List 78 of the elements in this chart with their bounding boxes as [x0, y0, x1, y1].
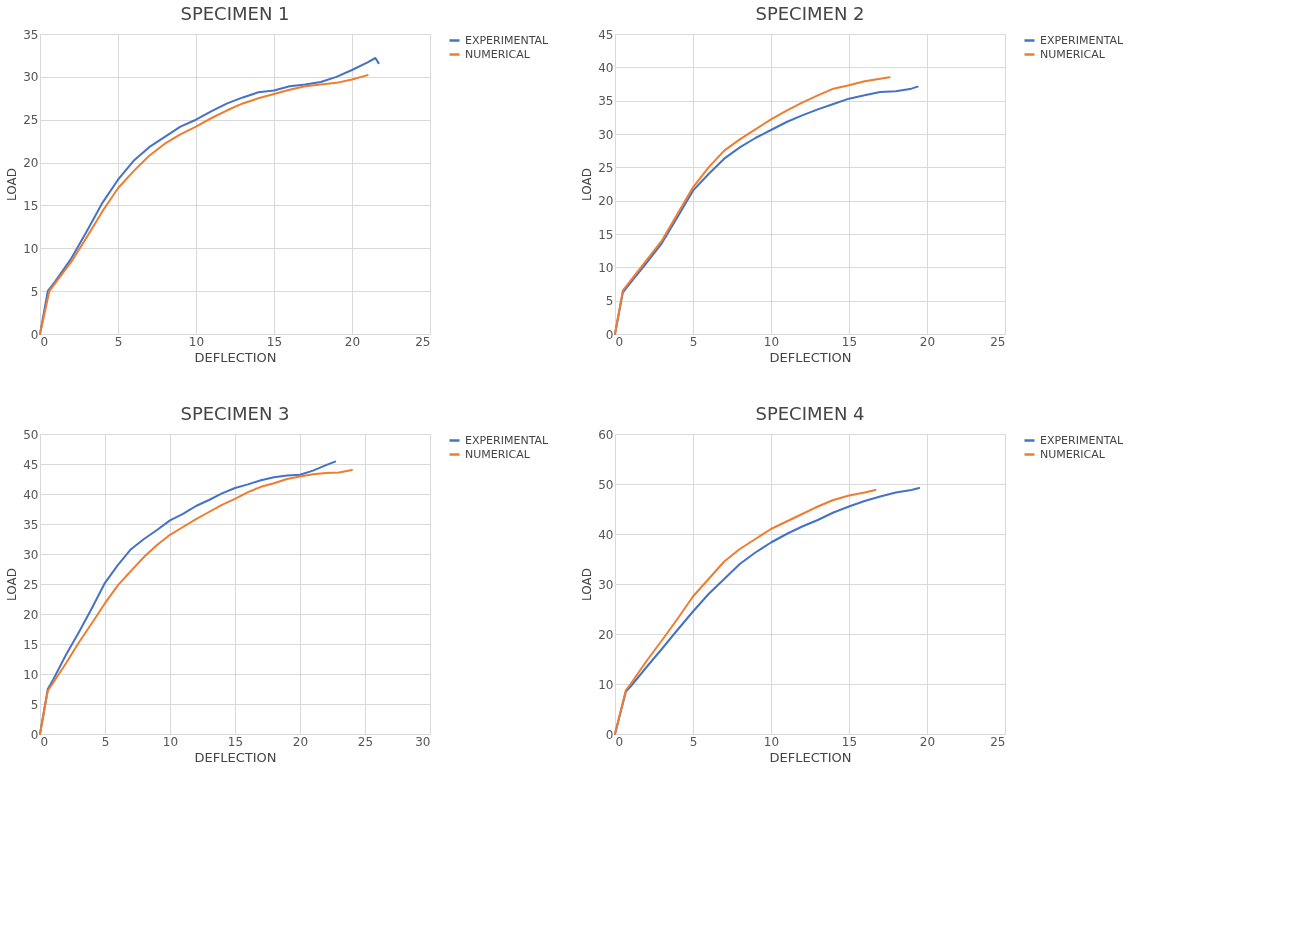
x-tick-label: 15 — [266, 334, 283, 349]
chart-title: SPECIMEN 3 — [180, 403, 290, 424]
y-tick-label: 15 — [23, 637, 39, 652]
y-tick-label: 20 — [598, 627, 614, 642]
y-tick-label: 30 — [598, 127, 614, 142]
x-axis-title: DEFLECTION — [769, 749, 852, 765]
y-tick-label: 30 — [23, 70, 39, 85]
y-axis-title: LOAD — [5, 168, 20, 201]
y-tick-label: 45 — [598, 27, 614, 42]
y-tick-label: 35 — [23, 517, 39, 532]
x-tick-label: 15 — [841, 734, 858, 749]
legend-label: EXPERIMENTAL — [1040, 433, 1125, 447]
x-tick-label: 25 — [990, 734, 1006, 749]
x-tick-label: 0 — [615, 334, 624, 349]
legend-label: NUMERICAL — [465, 447, 531, 461]
y-tick-label: 45 — [23, 457, 39, 472]
chart-title: SPECIMEN 2 — [755, 3, 865, 24]
y-tick-label: 35 — [598, 94, 614, 109]
y-axis-title: LOAD — [580, 568, 595, 601]
legend-label: NUMERICAL — [1040, 47, 1106, 61]
x-tick-label: 10 — [188, 334, 205, 349]
x-tick-label: 0 — [40, 734, 49, 749]
x-tick-label: 5 — [689, 334, 698, 349]
line-series — [614, 489, 877, 735]
y-tick-label: 50 — [598, 477, 614, 492]
x-tick-label: 5 — [114, 334, 123, 349]
x-tick-label: 15 — [841, 334, 858, 349]
y-tick-label: 10 — [598, 260, 614, 275]
x-axis-title: DEFLECTION — [769, 349, 852, 365]
y-tick-label: 30 — [23, 547, 39, 562]
y-tick-label: 20 — [23, 607, 39, 622]
x-tick-label: 10 — [763, 734, 780, 749]
legend-label: NUMERICAL — [465, 47, 531, 61]
legend-label: EXPERIMENTAL — [1040, 33, 1125, 47]
y-axis-title: LOAD — [5, 568, 20, 601]
y-tick-label: 5 — [30, 697, 39, 712]
y-tick-label: 5 — [605, 294, 614, 309]
x-axis-title: DEFLECTION — [194, 349, 277, 365]
x-tick-label: 25 — [990, 334, 1006, 349]
y-tick-label: 10 — [23, 667, 39, 682]
x-axis-title: DEFLECTION — [194, 749, 277, 765]
x-tick-label: 25 — [415, 334, 431, 349]
y-tick-label: 10 — [598, 677, 614, 692]
y-tick-label: 50 — [23, 427, 39, 442]
x-tick-label: 10 — [162, 734, 179, 749]
x-tick-label: 20 — [919, 334, 936, 349]
y-tick-label: 5 — [30, 284, 39, 299]
x-tick-label: 25 — [357, 734, 374, 749]
y-tick-label: 25 — [23, 113, 39, 128]
y-tick-label: 30 — [598, 577, 614, 592]
x-tick-label: 5 — [101, 734, 110, 749]
y-tick-label: 25 — [23, 577, 39, 592]
x-tick-label: 5 — [689, 734, 698, 749]
y-axis-title: LOAD — [580, 168, 595, 201]
legend-label: NUMERICAL — [1040, 447, 1106, 461]
y-tick-label: 35 — [23, 27, 39, 42]
x-tick-label: 20 — [919, 734, 936, 749]
y-tick-label: 40 — [23, 487, 39, 502]
x-tick-label: 0 — [40, 334, 49, 349]
y-tick-label: 10 — [23, 241, 39, 256]
y-tick-label: 15 — [23, 198, 39, 213]
y-tick-label: 20 — [23, 156, 39, 171]
y-tick-label: 40 — [598, 60, 614, 75]
x-tick-label: 0 — [615, 734, 624, 749]
legend-label: EXPERIMENTAL — [465, 33, 550, 47]
y-tick-label: 20 — [598, 194, 614, 209]
y-tick-label: 60 — [598, 427, 614, 442]
chart-title: SPECIMEN 1 — [180, 3, 290, 24]
y-tick-label: 15 — [598, 227, 614, 242]
y-tick-label: 25 — [598, 160, 614, 175]
y-tick-label: 40 — [598, 527, 614, 542]
x-tick-label: 30 — [415, 734, 431, 749]
x-tick-label: 20 — [344, 334, 361, 349]
x-tick-label: 20 — [292, 734, 309, 749]
chart-title: SPECIMEN 4 — [755, 403, 865, 424]
x-tick-label: 10 — [763, 334, 780, 349]
x-tick-label: 15 — [227, 734, 244, 749]
legend-label: EXPERIMENTAL — [465, 433, 550, 447]
